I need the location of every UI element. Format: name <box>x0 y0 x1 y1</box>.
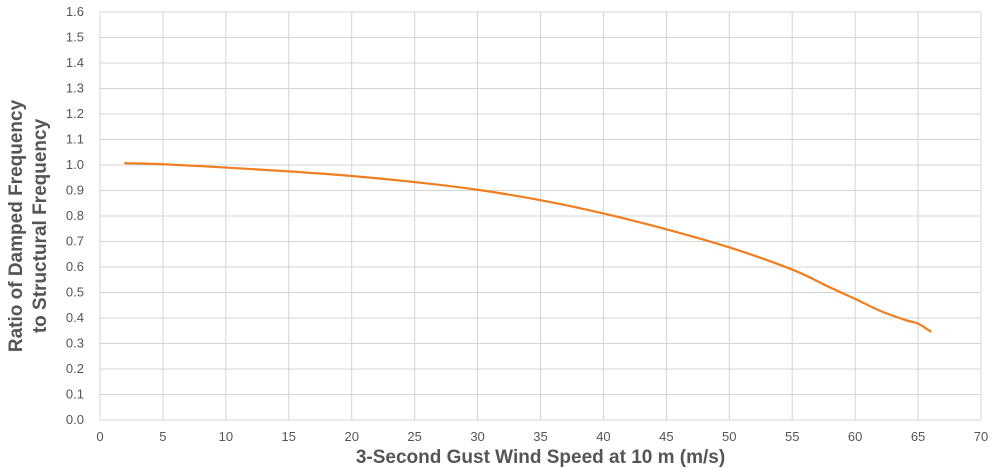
y-tick-label: 0.8 <box>66 208 84 223</box>
x-axis-title: 3-Second Gust Wind Speed at 10 m (m/s) <box>356 447 725 468</box>
x-tick-label: 65 <box>911 429 925 444</box>
y-tick-label: 1.2 <box>66 106 84 121</box>
y-tick-label: 0.5 <box>66 285 84 300</box>
y-tick-label: 1.1 <box>66 132 84 147</box>
x-tick-label: 55 <box>785 429 799 444</box>
y-tick-label: 0.9 <box>66 183 84 198</box>
x-axis-ticks: 0 5 10 15 20 25 30 35 40 45 50 55 60 65 70 <box>96 429 988 444</box>
y-axis-ticks: 0.0 0.1 0.2 0.3 0.4 0.5 0.6 0.7 0.8 0.9 1.0 1.1 1.2 1… <box>66 4 84 427</box>
x-tick-label: 15 <box>282 429 296 444</box>
x-tick-label: 5 <box>159 429 166 444</box>
x-tick-label: 30 <box>470 429 484 444</box>
y-tick-label: 0.2 <box>66 361 84 376</box>
x-tick-label: 60 <box>848 429 862 444</box>
y-tick-label: 1.3 <box>66 81 84 96</box>
x-tick-label: 20 <box>344 429 358 444</box>
y-axis-title-line-1: Ratio of Damped Frequency <box>6 99 27 352</box>
x-tick-label: 25 <box>407 429 421 444</box>
x-tick-label: 50 <box>722 429 736 444</box>
y-tick-label: 0.1 <box>66 387 84 402</box>
y-axis-title: Ratio of Damped Frequency to Structural … <box>6 99 51 352</box>
y-tick-label: 1.5 <box>66 30 84 45</box>
grid <box>99 11 982 421</box>
y-tick-label: 1.4 <box>66 55 84 70</box>
series-line <box>124 162 932 333</box>
y-tick-label: 1.0 <box>66 157 84 172</box>
series-group <box>124 162 932 333</box>
x-tick-label: 35 <box>533 429 547 444</box>
x-tick-label: 40 <box>596 429 610 444</box>
y-tick-label: 0.4 <box>66 310 84 325</box>
y-axis-title-line-2: to Structural Frequency <box>30 118 51 333</box>
y-tick-label: 0.0 <box>66 412 84 427</box>
y-tick-label: 0.6 <box>66 259 84 274</box>
y-tick-label: 0.7 <box>66 234 84 249</box>
x-tick-label: 70 <box>974 429 988 444</box>
y-tick-label: 1.6 <box>66 4 84 19</box>
y-tick-label: 0.3 <box>66 336 84 351</box>
x-tick-label: 0 <box>96 429 103 444</box>
x-tick-label: 10 <box>219 429 233 444</box>
x-tick-label: 45 <box>659 429 673 444</box>
